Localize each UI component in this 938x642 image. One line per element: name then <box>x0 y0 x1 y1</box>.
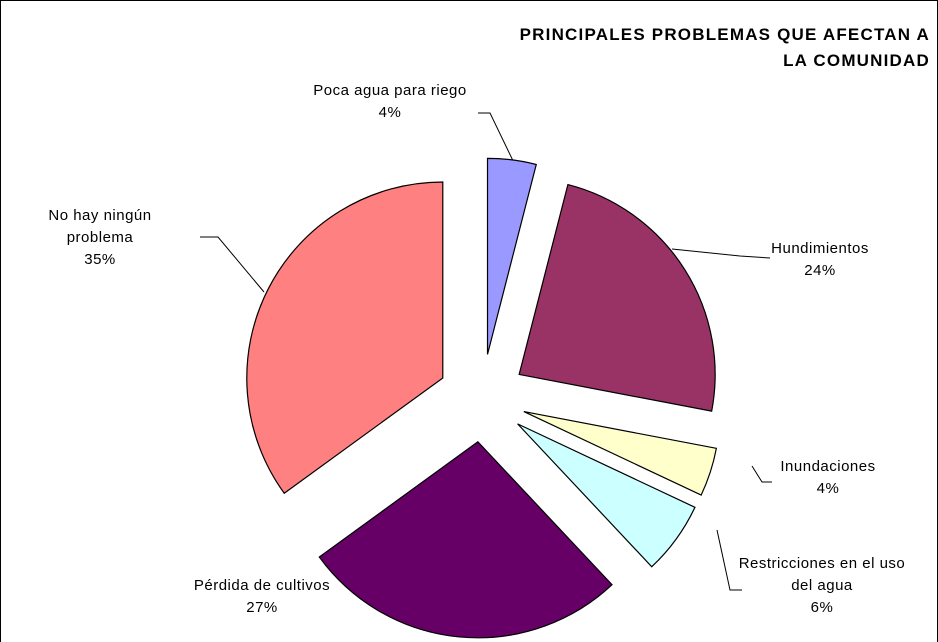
pie-slice <box>486 157 537 355</box>
slice-label: No hay ningún problema 35% <box>20 205 180 271</box>
category-label: Hundimientos <box>771 240 869 257</box>
value-label: 4% <box>378 104 402 121</box>
slice-label: Poca agua para riego 4% <box>295 80 485 124</box>
pie-slice <box>318 441 613 639</box>
pie-slice <box>518 183 716 412</box>
leader-lines <box>200 112 772 591</box>
pie-slice <box>523 411 718 496</box>
value-label: 4% <box>816 480 840 497</box>
chart-title: PRINCIPALES PROBLEMAS QUE AFECTAN A LA C… <box>519 25 930 70</box>
category-label: Restricciones en el uso del agua <box>738 555 906 594</box>
pie-slice <box>246 181 444 495</box>
slice-label: Restricciones en el uso del agua 6% <box>737 553 907 619</box>
slice-label: Hundimientos 24% <box>745 238 895 282</box>
value-label: 35% <box>84 251 116 268</box>
leader-line <box>478 112 517 168</box>
leader-line <box>716 529 742 591</box>
slice-label: Pérdida de cultivos 27% <box>187 575 337 619</box>
slice-label: Inundaciones 4% <box>763 456 893 500</box>
value-label: 24% <box>804 262 836 279</box>
category-label: Poca agua para riego <box>313 82 467 99</box>
leader-line <box>200 236 265 293</box>
category-label: Inundaciones <box>780 458 876 475</box>
category-label: Pérdida de cultivos <box>193 577 331 594</box>
pie-slice <box>517 423 696 568</box>
value-label: 27% <box>246 599 278 616</box>
leader-line <box>671 248 771 259</box>
leader-line <box>751 465 772 483</box>
value-label: 6% <box>810 599 834 616</box>
category-label: No hay ningún problema <box>48 207 152 246</box>
